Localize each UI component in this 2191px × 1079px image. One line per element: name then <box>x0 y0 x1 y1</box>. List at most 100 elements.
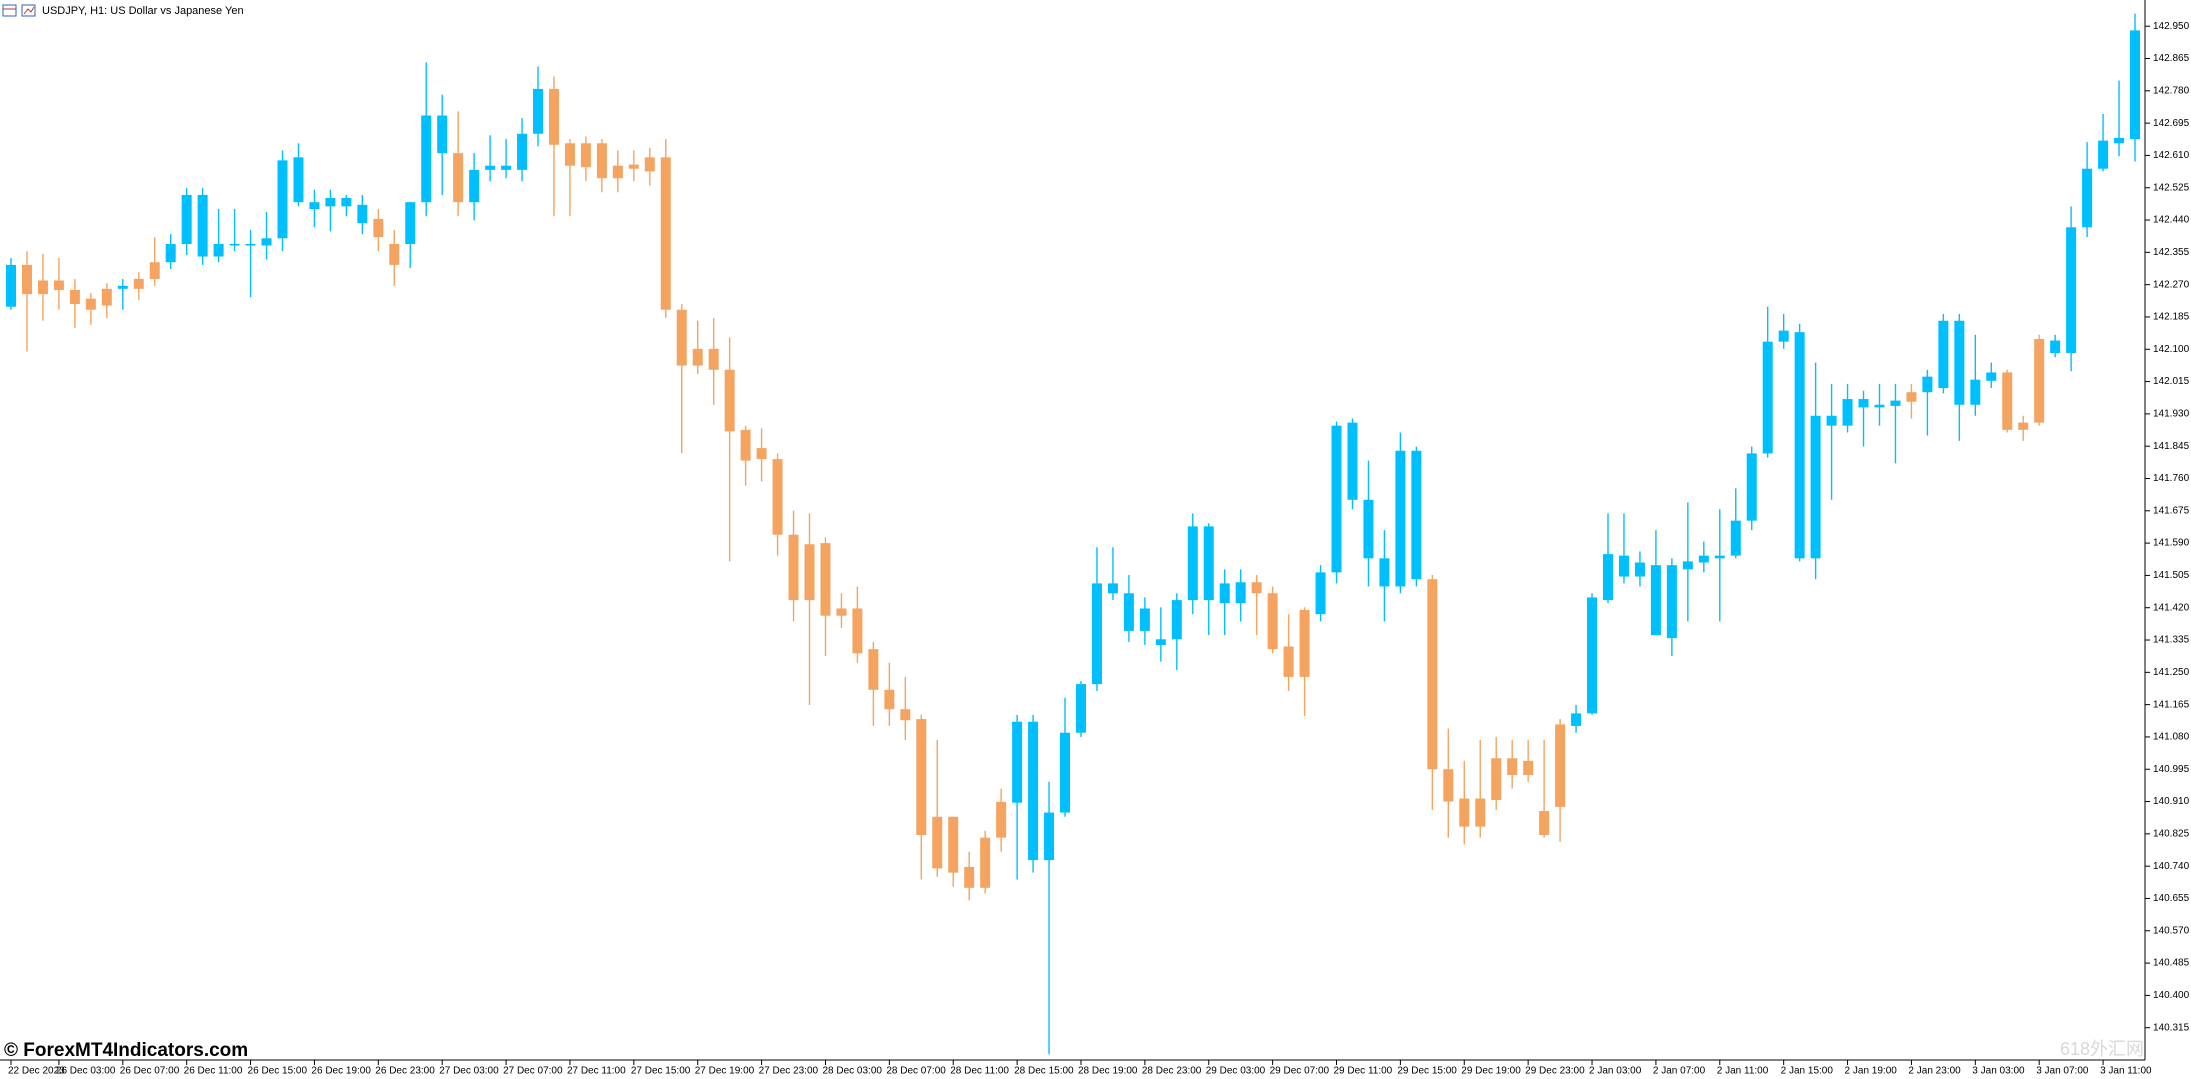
candle-body <box>1123 593 1134 631</box>
corner-watermark: 618外汇网 <box>2060 1039 2144 1059</box>
y-tick-label: 142.950 <box>2153 21 2190 32</box>
x-tick-label: 28 Dec 03:00 <box>822 1066 882 1077</box>
candle-body <box>2034 339 2045 423</box>
candle-body <box>1666 565 1677 639</box>
x-tick-label: 27 Dec 23:00 <box>759 1066 819 1077</box>
candle-body <box>1539 811 1550 835</box>
y-tick-label: 142.355 <box>2153 247 2190 258</box>
candle-body <box>517 133 528 170</box>
candle-body <box>1299 609 1310 677</box>
y-tick-label: 142.100 <box>2153 344 2190 355</box>
candle-body <box>1507 758 1518 775</box>
candle-body <box>1874 404 1885 408</box>
candle-body <box>373 218 384 238</box>
candle-body <box>1794 332 1805 559</box>
y-tick-label: 141.675 <box>2153 505 2190 516</box>
y-tick-label: 140.825 <box>2153 828 2190 839</box>
x-tick-label: 2 Jan 19:00 <box>1845 1066 1898 1077</box>
candle-body <box>1411 450 1422 580</box>
candle-body <box>1634 562 1645 577</box>
y-tick-label: 142.525 <box>2153 182 2190 193</box>
candle-body <box>916 719 927 835</box>
candle-body <box>1459 798 1470 827</box>
y-tick-label: 142.695 <box>2153 118 2190 129</box>
candle-body <box>596 143 607 179</box>
candle-body <box>1187 526 1198 601</box>
candle-body <box>389 243 400 265</box>
candle-body <box>996 801 1007 838</box>
candle-body <box>1698 555 1709 563</box>
title-icons <box>2 4 36 17</box>
candle-body <box>501 165 512 170</box>
candle-body <box>261 238 272 246</box>
y-tick-label: 140.995 <box>2153 764 2190 775</box>
candle-body <box>1012 721 1023 803</box>
candle-body <box>1587 597 1598 714</box>
y-tick-label: 141.080 <box>2153 732 2190 743</box>
y-tick-label: 141.590 <box>2153 538 2190 549</box>
candle-body <box>277 160 288 239</box>
candle-body <box>2066 227 2077 354</box>
candle-body <box>1922 376 1933 393</box>
candle-body <box>1044 812 1055 861</box>
y-tick-label: 141.165 <box>2153 699 2190 710</box>
candle-body <box>1730 520 1741 556</box>
candle-body <box>612 165 623 179</box>
x-tick-label: 28 Dec 19:00 <box>1078 1066 1138 1077</box>
candle-body <box>1714 555 1725 559</box>
x-tick-label: 2 Jan 07:00 <box>1653 1066 1706 1077</box>
x-tick-label: 2 Jan 23:00 <box>1908 1066 1961 1077</box>
candle-body <box>564 143 575 166</box>
y-tick-label: 140.570 <box>2153 925 2190 936</box>
candle-body <box>772 459 783 535</box>
candle-body <box>1826 415 1837 426</box>
x-tick-label: 27 Dec 03:00 <box>439 1066 499 1077</box>
candle-body <box>1938 320 1949 389</box>
candle-body <box>85 298 96 310</box>
x-tick-label: 27 Dec 15:00 <box>631 1066 691 1077</box>
y-tick-label: 142.780 <box>2153 85 2190 96</box>
candle-body <box>293 157 304 203</box>
candle-body <box>1810 415 1821 559</box>
candle-body <box>437 115 448 154</box>
x-tick-label: 27 Dec 07:00 <box>503 1066 563 1077</box>
candle-body <box>1219 583 1230 604</box>
x-tick-label: 26 Dec 23:00 <box>375 1066 435 1077</box>
candle-body <box>1682 561 1693 570</box>
candle-body <box>1970 379 1981 405</box>
candle-body <box>1091 583 1102 685</box>
candle-body <box>1491 758 1502 801</box>
x-tick-label: 2 Jan 11:00 <box>1717 1066 1769 1077</box>
candle-body <box>676 309 687 366</box>
candle-body <box>1139 608 1150 631</box>
x-tick-label: 29 Dec 11:00 <box>1334 1066 1393 1077</box>
candle-body <box>1555 724 1566 807</box>
candle-body <box>1443 769 1454 802</box>
candle-body <box>1347 422 1358 500</box>
candle-body <box>1571 713 1582 726</box>
candle-body <box>580 143 591 168</box>
chart-title: USDJPY, H1: US Dollar vs Japanese Yen <box>42 5 244 17</box>
x-tick-label: 29 Dec 19:00 <box>1461 1066 1521 1077</box>
watermark: © ForexMT4Indicators.com <box>4 1040 248 1061</box>
y-tick-label: 140.740 <box>2153 861 2190 872</box>
x-tick-label: 27 Dec 19:00 <box>695 1066 755 1077</box>
candle-body <box>980 837 991 888</box>
candle-body <box>53 280 64 290</box>
x-tick-label: 29 Dec 03:00 <box>1206 1066 1266 1077</box>
candle-body <box>1954 320 1965 405</box>
y-tick-label: 140.485 <box>2153 958 2190 969</box>
candle-body <box>756 448 767 460</box>
x-tick-label: 2 Jan 15:00 <box>1781 1066 1834 1077</box>
candle-body <box>69 289 80 305</box>
candle-body <box>341 197 352 207</box>
y-tick-label: 141.845 <box>2153 441 2190 452</box>
candle-body <box>2098 140 2109 169</box>
icon-table <box>2 4 17 17</box>
x-tick-label: 22 Dec 2023 <box>8 1066 65 1077</box>
candle-body <box>1171 600 1182 640</box>
x-tick-label: 28 Dec 11:00 <box>950 1066 1009 1077</box>
candle-body <box>1379 558 1390 587</box>
candle-body <box>37 280 48 295</box>
candle-body <box>2082 168 2093 228</box>
